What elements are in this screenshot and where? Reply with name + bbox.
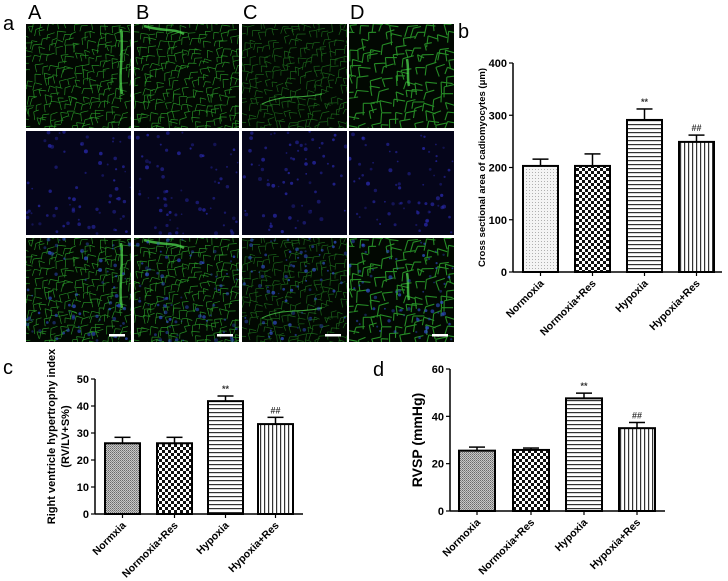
panel-label-b: b bbox=[458, 21, 470, 43]
micrograph-d-green-membrane-stain bbox=[349, 24, 454, 128]
x-tick-label: Hypoxia+Res bbox=[588, 517, 643, 572]
y-tick-label: 20 bbox=[432, 459, 444, 471]
y-tick-label: 400 bbox=[489, 58, 507, 70]
significance-marker: ## bbox=[691, 123, 701, 133]
bar-hypoxia-res: ## bbox=[618, 410, 656, 512]
micrograph-c-green-membrane-stain bbox=[242, 24, 347, 128]
micrograph-a-green-membrane-stain bbox=[26, 24, 131, 128]
significance-marker: ## bbox=[270, 405, 280, 415]
x-tick-label: Normoxia bbox=[440, 517, 483, 560]
x-tick-label: Hypoxia bbox=[194, 520, 231, 557]
y-tick-label: 30 bbox=[77, 428, 89, 440]
column-label-d: D bbox=[350, 2, 365, 24]
x-tick-label: Hypoxia bbox=[613, 278, 650, 315]
bar-hypoxia-res: ## bbox=[678, 123, 715, 273]
bar-normoxia-res bbox=[574, 153, 611, 273]
y-axis-title: RVSP (mmHg) bbox=[409, 393, 425, 487]
micrograph-b-green-membrane-stain bbox=[134, 24, 239, 128]
panel-label-a: a bbox=[3, 13, 15, 35]
bar-hypoxia: ** bbox=[207, 384, 244, 516]
micrograph-c-merged bbox=[242, 238, 347, 342]
y-tick-label: 0 bbox=[501, 267, 507, 279]
y-tick-label: 20 bbox=[77, 455, 89, 467]
bar-normoxia bbox=[458, 446, 496, 512]
y-tick-label: 60 bbox=[432, 364, 444, 376]
y-tick-label: 10 bbox=[77, 482, 89, 494]
micrograph-b-blue-nuclear-stain bbox=[134, 131, 239, 235]
y-tick-label: 0 bbox=[83, 509, 89, 521]
y-tick-label: 200 bbox=[489, 163, 507, 175]
x-tick-label: Normoxia+Res bbox=[120, 520, 181, 581]
y-axis-title: Right ventricle hypertrophy index bbox=[46, 348, 58, 524]
x-tick-label: Hypoxia bbox=[553, 517, 590, 554]
bar-hypoxia-res: ## bbox=[257, 405, 294, 515]
y-axis-title: (RV/LV+S%) bbox=[60, 405, 72, 468]
bar-hypoxia: ** bbox=[565, 381, 603, 513]
micrograph-c-blue-nuclear-stain bbox=[242, 131, 347, 235]
bar-hypoxia: ** bbox=[626, 97, 663, 273]
bar-normoxia-res bbox=[512, 447, 550, 513]
y-tick-label: 40 bbox=[77, 401, 89, 413]
y-tick-label: 100 bbox=[489, 215, 507, 227]
x-tick-label: Hypoxia+Res bbox=[647, 278, 702, 333]
y-axis-title: Cross sectional area of cadiomyocytes (μ… bbox=[477, 68, 488, 267]
x-tick-label: Normoxia bbox=[504, 278, 547, 321]
micrograph-b-merged bbox=[134, 238, 239, 342]
significance-marker: ** bbox=[580, 381, 588, 391]
micrograph-d-blue-nuclear-stain bbox=[349, 131, 454, 235]
significance-marker: ## bbox=[632, 410, 642, 420]
bar-normoxia bbox=[522, 158, 559, 273]
y-tick-label: 50 bbox=[77, 374, 89, 386]
panel-label-d: d bbox=[373, 359, 385, 381]
significance-marker: ** bbox=[222, 384, 230, 394]
micrograph-a-merged bbox=[26, 238, 131, 342]
bar-normxia bbox=[104, 436, 141, 516]
scale-bar bbox=[217, 334, 233, 337]
column-label-a: A bbox=[28, 2, 42, 24]
column-label-b: B bbox=[136, 2, 150, 24]
scale-bar bbox=[325, 334, 341, 337]
bar-normoxia-res bbox=[156, 436, 193, 516]
chart-c: 0 10 20 30 40 50 Right ventricle hypertrophy i… bbox=[46, 348, 303, 580]
y-tick-label: 300 bbox=[489, 110, 507, 122]
y-tick-label: 40 bbox=[432, 411, 444, 423]
micrograph-d-merged bbox=[349, 238, 454, 342]
x-tick-label: Normxia bbox=[90, 520, 128, 558]
x-tick-label: Normoxia+Res bbox=[538, 278, 599, 339]
y-tick-label: 0 bbox=[438, 506, 444, 518]
scale-bar bbox=[432, 334, 448, 337]
scale-bar bbox=[109, 334, 125, 337]
panel-label-c: c bbox=[3, 357, 13, 379]
micrograph-a-blue-nuclear-stain bbox=[26, 131, 131, 235]
column-label-c: C bbox=[243, 2, 258, 24]
x-tick-label: Hypoxia+Res bbox=[226, 520, 281, 575]
x-tick-label: Normoxia+Res bbox=[476, 517, 537, 578]
significance-marker: ** bbox=[641, 97, 649, 107]
